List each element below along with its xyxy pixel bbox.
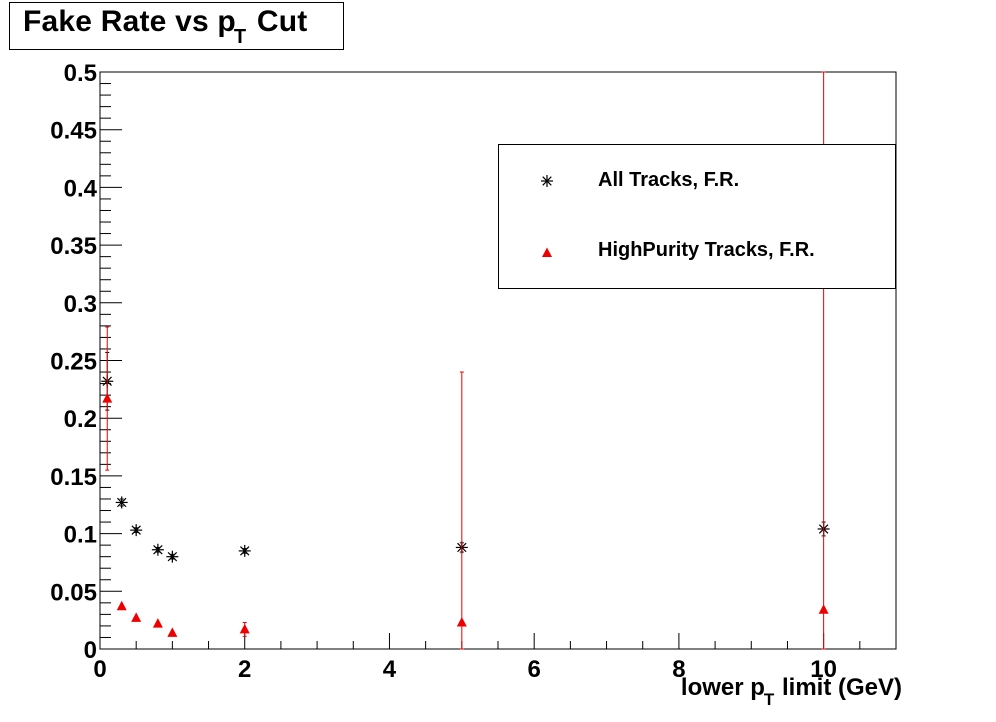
- y-tick-label: 0.2: [64, 406, 97, 433]
- y-tick-label: 0.15: [50, 464, 97, 491]
- y-tick-label: 0: [84, 637, 97, 664]
- xlabel-main: lower p: [680, 674, 765, 701]
- legend-asterisk: [541, 175, 553, 187]
- y-tick-label: 0.25: [50, 349, 97, 376]
- data-point: [818, 604, 829, 614]
- data-point: [102, 393, 113, 403]
- data-point: [238, 544, 251, 557]
- title-tail: Cut: [248, 5, 308, 38]
- y-axis-ticks: [100, 71, 122, 650]
- x-tick-label: 2: [238, 656, 251, 683]
- legend-markers: [541, 175, 553, 257]
- y-tick-label: 0.1: [64, 522, 97, 549]
- y-tick-label: 0.3: [64, 291, 97, 318]
- y-tick-label: 0.05: [50, 579, 97, 606]
- series-layer: [101, 71, 830, 650]
- data-point: [166, 550, 179, 563]
- x-axis-tick-labels: 0 2 4 6 8 10: [93, 656, 837, 683]
- data-point: [167, 627, 178, 637]
- legend-label-highpurity-tracks: HighPurity Tracks, F.R.: [598, 239, 815, 261]
- data-point: [115, 496, 128, 509]
- y-tick-label: 0.5: [64, 60, 97, 87]
- xlabel-subscript: T: [763, 690, 775, 709]
- data-point: [131, 612, 142, 622]
- data-point: [130, 524, 143, 537]
- chart-title: Fake Rate vs pT Cut: [23, 5, 308, 48]
- x-axis-label: lower pT limit (GeV): [680, 674, 902, 709]
- y-tick-label: 0.4: [64, 175, 98, 202]
- x-tick-label: 4: [383, 656, 397, 683]
- legend-marker-highpurity-tracks: [542, 247, 552, 257]
- y-tick-label: 0.45: [50, 118, 97, 145]
- xlabel-tail: limit (GeV): [775, 674, 902, 701]
- legend-marker-all-tracks: [541, 175, 553, 187]
- legend: All Tracks, F.R. HighPurity Tracks, F.R.: [498, 144, 896, 289]
- title-subscript: T: [233, 26, 247, 48]
- data-point: [239, 623, 250, 634]
- title-main: Fake Rate vs p: [23, 5, 236, 38]
- x-tick-label: 0: [93, 656, 106, 683]
- x-axis-ticks: [99, 633, 897, 649]
- legend-triangle: [542, 247, 552, 257]
- data-point: [456, 616, 467, 627]
- data-point: [151, 543, 164, 556]
- series-all-tracks: [101, 351, 830, 563]
- y-axis-tick-labels: 0 0.05 0.1 0.15 0.2 0.25 0.3 0.35 0.4 0.45 0.5: [50, 60, 97, 664]
- y-tick-label: 0.35: [50, 233, 97, 260]
- chart-title-box: Fake Rate vs pT Cut: [9, 2, 344, 50]
- data-point: [116, 600, 127, 611]
- x-tick-label: 8: [672, 656, 685, 683]
- x-tick-label: 10: [810, 656, 837, 683]
- legend-label-all-tracks: All Tracks, F.R.: [598, 169, 740, 191]
- data-point: [152, 618, 163, 628]
- x-tick-label: 6: [528, 656, 541, 683]
